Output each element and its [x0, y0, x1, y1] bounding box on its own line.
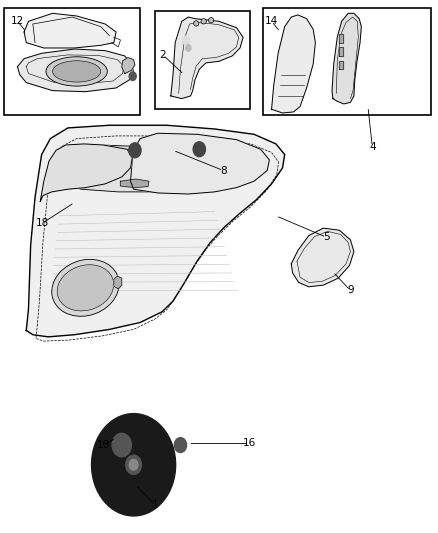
Text: 1: 1 [152, 500, 159, 510]
Polygon shape [40, 144, 132, 201]
Ellipse shape [75, 170, 95, 180]
Polygon shape [131, 133, 269, 194]
Ellipse shape [53, 61, 101, 82]
Ellipse shape [201, 19, 206, 24]
Text: 2: 2 [159, 50, 166, 60]
Ellipse shape [52, 260, 119, 316]
Text: 9: 9 [347, 286, 354, 295]
Polygon shape [171, 17, 243, 99]
Polygon shape [339, 34, 343, 43]
Text: 10: 10 [96, 440, 110, 450]
Ellipse shape [194, 21, 199, 26]
Circle shape [129, 459, 138, 470]
Polygon shape [339, 47, 343, 56]
Circle shape [193, 142, 205, 157]
Text: 16: 16 [243, 439, 256, 448]
Text: 18: 18 [36, 218, 49, 228]
Polygon shape [26, 125, 285, 337]
Circle shape [174, 438, 187, 453]
Ellipse shape [208, 18, 214, 23]
Circle shape [112, 433, 131, 457]
Bar [4, 8, 140, 115]
Ellipse shape [46, 57, 107, 86]
Bar [263, 8, 431, 115]
Circle shape [186, 45, 191, 51]
Polygon shape [18, 49, 134, 92]
Text: 8: 8 [220, 166, 227, 175]
Polygon shape [339, 61, 343, 69]
Circle shape [92, 414, 176, 516]
Text: 14: 14 [265, 17, 278, 26]
Polygon shape [120, 179, 149, 188]
Circle shape [126, 455, 141, 474]
Circle shape [129, 72, 136, 80]
Polygon shape [332, 13, 361, 104]
Polygon shape [122, 58, 135, 74]
Polygon shape [114, 276, 122, 289]
Polygon shape [291, 228, 354, 287]
Ellipse shape [57, 265, 113, 311]
Circle shape [129, 143, 141, 158]
Text: 4: 4 [369, 142, 376, 151]
Polygon shape [24, 13, 116, 48]
Polygon shape [272, 15, 315, 113]
Ellipse shape [72, 167, 99, 182]
Circle shape [183, 36, 190, 45]
Polygon shape [50, 145, 223, 192]
Bar [155, 11, 250, 109]
Text: 5: 5 [323, 232, 330, 242]
Text: 12: 12 [11, 17, 24, 26]
